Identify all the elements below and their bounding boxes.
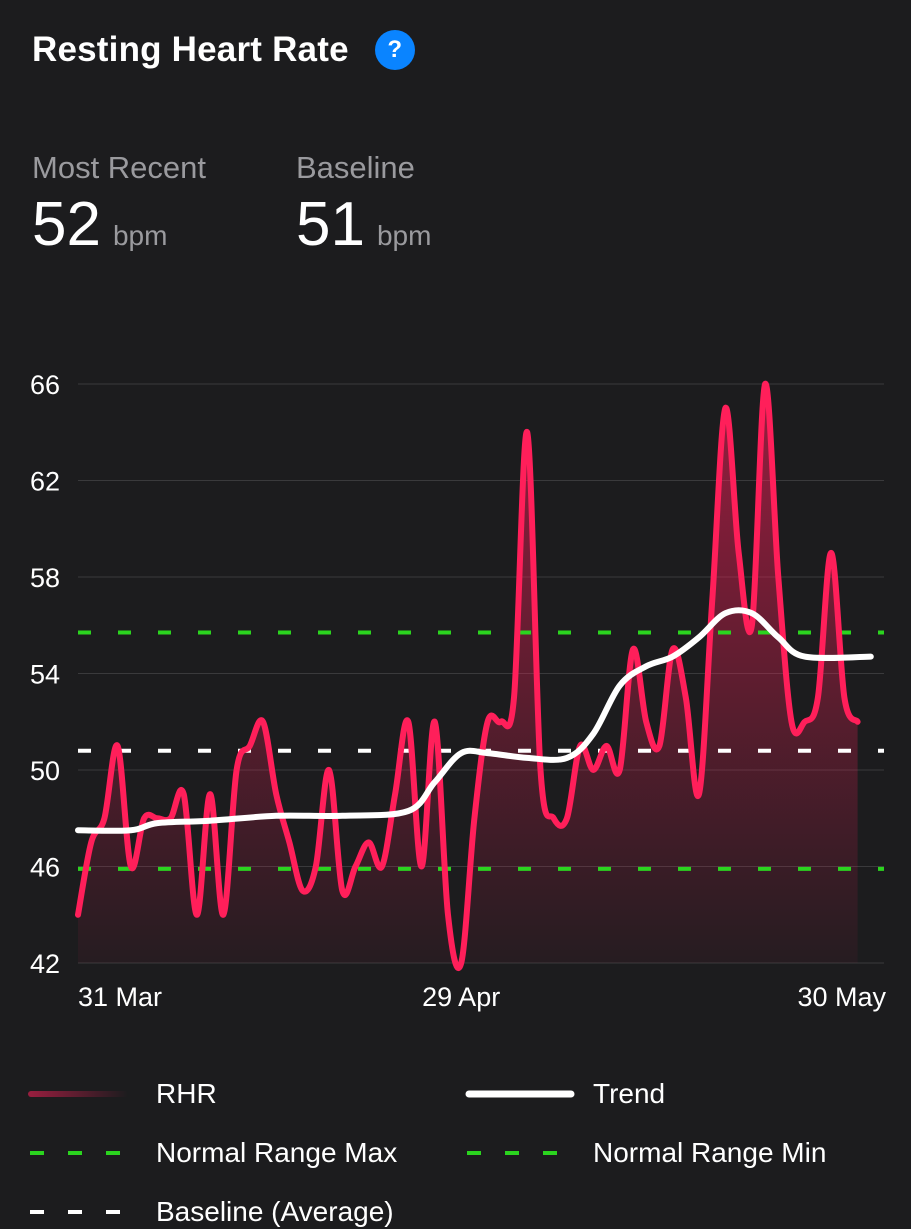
baseline-stat: Baseline 51 bpm bbox=[296, 150, 431, 256]
help-icon[interactable]: ? bbox=[374, 30, 415, 70]
y-tick-label: 66 bbox=[30, 370, 60, 400]
legend-range-min-swatch bbox=[467, 1151, 563, 1155]
legend-baseline-swatch bbox=[30, 1210, 126, 1214]
rhr-line bbox=[75, 380, 861, 972]
x-tick-label: 30 May bbox=[797, 982, 886, 1012]
most-recent-unit: bpm bbox=[112, 220, 168, 251]
y-tick-label: 54 bbox=[30, 660, 60, 690]
y-tick-label: 62 bbox=[30, 467, 60, 497]
legend-baseline-label: Baseline (Average) bbox=[156, 1196, 394, 1227]
legend-rhr: RHR bbox=[28, 1078, 217, 1110]
legend-baseline: Baseline (Average) bbox=[28, 1196, 394, 1228]
most-recent-value: 52 bbox=[32, 190, 101, 259]
legend-range-min: Normal Range Min bbox=[465, 1137, 826, 1169]
legend-rhr-swatch bbox=[28, 1091, 128, 1097]
x-tick-label: 29 Apr bbox=[422, 982, 500, 1012]
legend: RHR Trend Normal Range Max Normal Range … bbox=[0, 1060, 911, 1229]
legend-trend: Trend bbox=[465, 1078, 665, 1110]
x-tick-label: 31 Mar bbox=[78, 982, 162, 1012]
page-title: Resting Heart Rate bbox=[32, 30, 349, 69]
baseline-unit: bpm bbox=[376, 220, 432, 251]
most-recent-stat: Most Recent 52 bpm bbox=[32, 150, 206, 256]
y-tick-label: 42 bbox=[30, 949, 60, 979]
most-recent-label: Most Recent bbox=[32, 150, 207, 185]
header: Resting Heart Rate ? bbox=[32, 30, 415, 70]
baseline-value: 51 bbox=[296, 190, 365, 259]
legend-range-max-label: Normal Range Max bbox=[156, 1137, 398, 1168]
legend-range-min-label: Normal Range Min bbox=[593, 1137, 827, 1168]
legend-range-max: Normal Range Max bbox=[28, 1137, 397, 1169]
legend-trend-swatch bbox=[465, 1090, 575, 1098]
legend-rhr-label: RHR bbox=[156, 1078, 217, 1109]
legend-trend-label: Trend bbox=[593, 1078, 666, 1109]
y-tick-label: 46 bbox=[30, 853, 60, 883]
y-tick-label: 58 bbox=[30, 563, 60, 593]
trend-line bbox=[75, 607, 874, 834]
baseline-label: Baseline bbox=[296, 150, 415, 185]
y-tick-label: 50 bbox=[30, 756, 60, 786]
rhr-chart: 66 62 58 54 50 46 42 31 Mar 29 Apr 30 May bbox=[30, 370, 886, 1012]
legend-range-max-swatch bbox=[30, 1151, 126, 1155]
rhr-area bbox=[78, 383, 858, 969]
